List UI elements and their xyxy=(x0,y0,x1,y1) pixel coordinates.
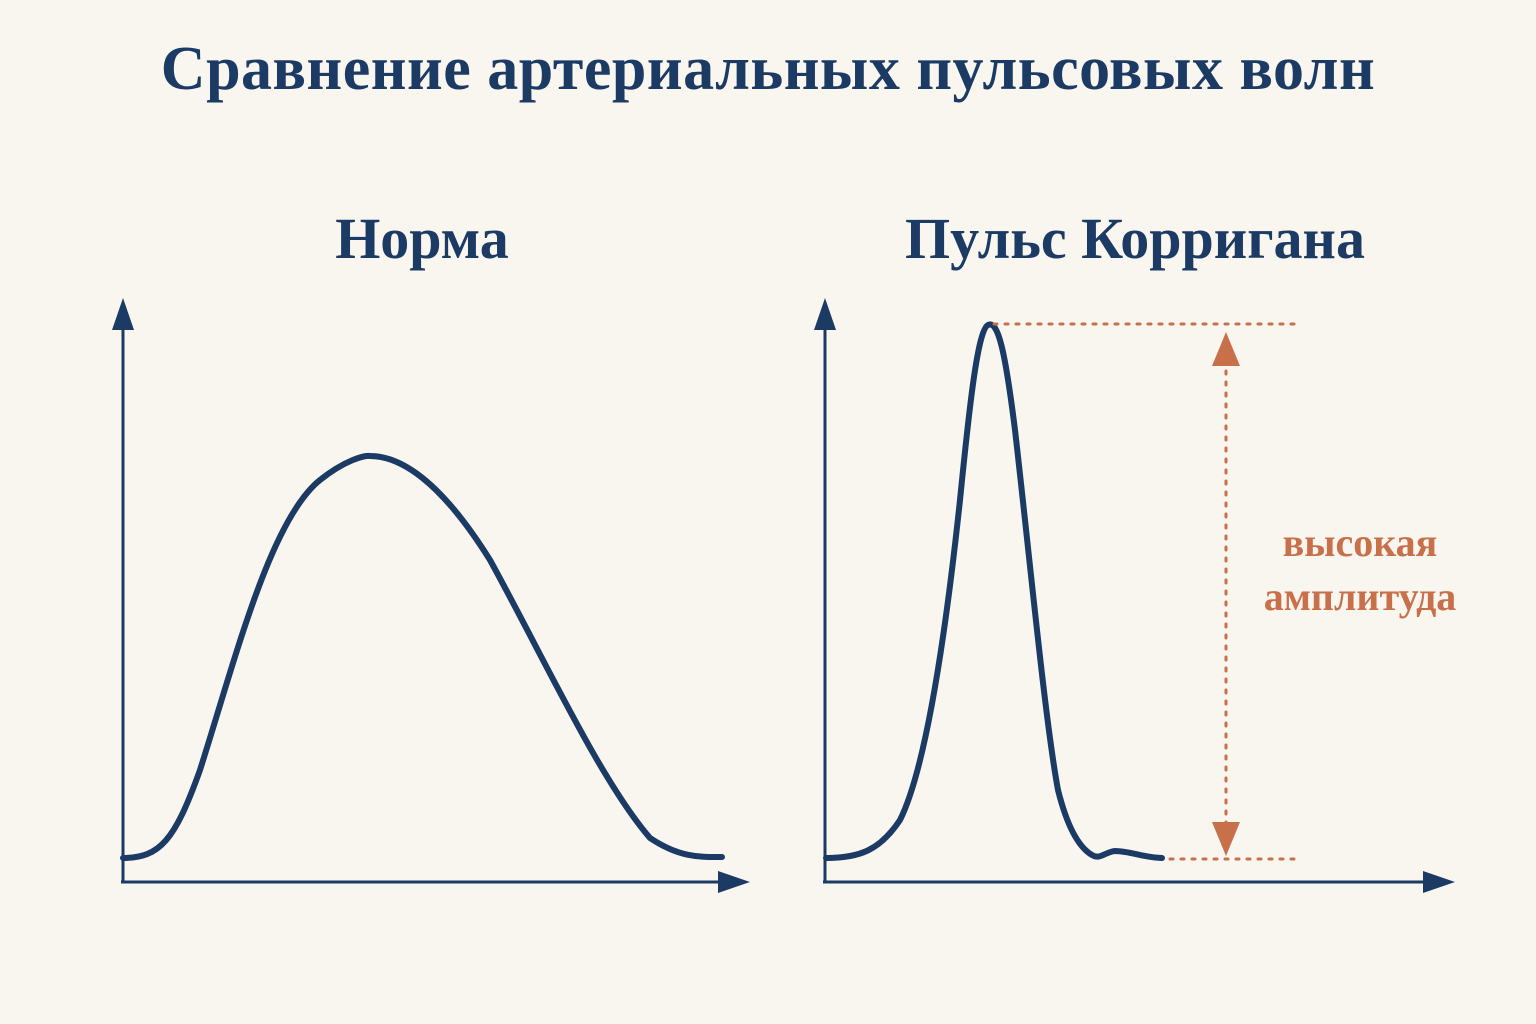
corrigan-x-axis-arrowhead xyxy=(1423,871,1455,893)
normal-y-axis-arrowhead xyxy=(112,298,134,330)
corrigan-panel xyxy=(814,298,1455,893)
normal-pulse-curve xyxy=(120,452,725,861)
amplitude-label-line2: амплитуда xyxy=(1263,574,1457,619)
normal-panel-title: Норма xyxy=(335,206,509,271)
amplitude-arrowhead-top xyxy=(1212,332,1240,366)
page-title: Сравнение артериальных пульсовых волн xyxy=(160,35,1376,103)
normal-x-axis-arrowhead xyxy=(718,871,750,893)
corrigan-pulse-curve xyxy=(823,321,1165,861)
corrigan-y-axis-arrowhead xyxy=(814,298,836,330)
corrigan-panel-title: Пульс Корригана xyxy=(905,206,1365,271)
normal-panel xyxy=(112,298,750,893)
amplitude-arrowhead-bottom xyxy=(1212,822,1240,856)
amplitude-label-line1: высокая xyxy=(1282,520,1438,565)
